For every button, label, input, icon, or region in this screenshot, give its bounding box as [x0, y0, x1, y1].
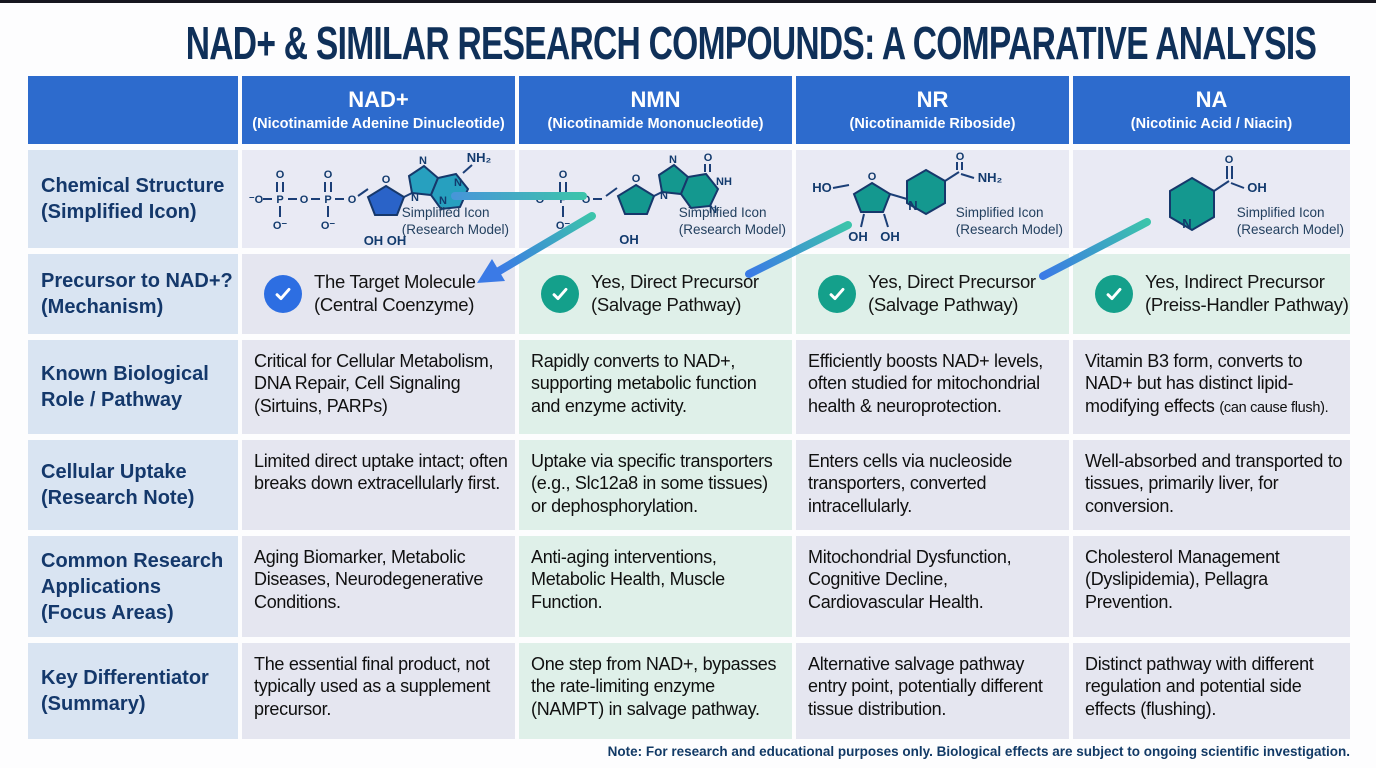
- header-corner-cell: [28, 76, 238, 144]
- column-abbr: NR: [916, 87, 949, 113]
- structure-caption: Simplified Icon (Research Model): [678, 204, 786, 238]
- atom-label: P: [559, 194, 566, 206]
- bio-cell-nr: Efficiently boosts NAD+ levels, often st…: [796, 340, 1069, 434]
- uptake-cell-na: Well-absorbed and transported to tissues…: [1073, 440, 1350, 530]
- apps-cell-nmn: Anti-aging interventions, Metabolic Heal…: [519, 536, 792, 637]
- precursor-cell-nr: Yes, Direct Precursor (Salvage Pathway): [796, 254, 1069, 334]
- atom-label: N: [454, 177, 462, 189]
- column-header-nad: NAD+ (Nicotinamide Adenine Dinucleotide): [242, 76, 515, 144]
- atom-label: OH: [619, 232, 639, 247]
- checkmark-icon: [541, 275, 579, 313]
- precursor-cell-nmn: Yes, Direct Precursor (Salvage Pathway): [519, 254, 792, 334]
- uptake-cell-nad: Limited direct uptake intact; often brea…: [242, 440, 515, 530]
- column-fullname: (Nicotinic Acid / Niacin): [1130, 115, 1293, 132]
- atom-label: O: [300, 194, 309, 206]
- bio-cell-na: Vitamin B3 form, converts to NAD+ but ha…: [1073, 340, 1350, 434]
- diff-cell-nad: The essential final product, not typical…: [242, 643, 515, 739]
- atom-label: NH₂: [467, 150, 492, 165]
- atom-label: O: [868, 171, 877, 183]
- precursor-cell-nad: The Target Molecule (Central Coenzyme): [242, 254, 515, 334]
- atom-label: O: [956, 151, 965, 163]
- row-label-precursor: Precursor to NAD+? (Mechanism): [28, 254, 238, 334]
- apps-cell-nad: Aging Biomarker, Metabolic Diseases, Neu…: [242, 536, 515, 637]
- diff-cell-na: Distinct pathway with different regulati…: [1073, 643, 1350, 739]
- column-header-nmn: NMN (Nicotinamide Mononucleotide): [519, 76, 792, 144]
- atom-label: OH OH: [364, 233, 407, 248]
- structure-cell-nmn: ⁻O P O O⁻ O O OH O NH N N N Simplified I…: [519, 150, 792, 248]
- footer-note: Note: For research and educational purpo…: [607, 744, 1350, 759]
- atom-label: O: [324, 169, 333, 181]
- atom-label: NH: [716, 176, 732, 188]
- atom-label: N: [709, 204, 717, 216]
- atom-label: O⁻: [273, 220, 288, 232]
- atom-label: OH: [848, 229, 868, 244]
- atom-label: O: [348, 194, 357, 206]
- diff-cell-nmn: One step from NAD+, bypasses the rate-li…: [519, 643, 792, 739]
- atom-label: N: [439, 195, 447, 207]
- atom-label: NH₂: [978, 170, 1003, 185]
- column-abbr: NAD+: [348, 87, 409, 113]
- column-abbr: NA: [1195, 87, 1228, 113]
- structure-caption: Simplified Icon (Research Model): [401, 204, 509, 238]
- bio-cell-nmn: Rapidly converts to NAD+, supporting met…: [519, 340, 792, 434]
- atom-label: HO: [812, 180, 832, 195]
- atom-label: O⁻: [556, 220, 571, 232]
- uptake-cell-nmn: Uptake via specific transporters (e.g., …: [519, 440, 792, 530]
- structure-cell-na: N O OH Simplified Icon (Research Model): [1073, 150, 1350, 248]
- structure-cell-nad: ⁻O P O O⁻ O P O O⁻ O O OH OH N N N N NH₂…: [242, 150, 515, 248]
- column-header-nr: NR (Nicotinamide Riboside): [796, 76, 1069, 144]
- structure-cell-nr: HO O OH OH N O NH₂ Simplified Icon (Rese…: [796, 150, 1069, 248]
- atom-label: N: [1182, 216, 1191, 231]
- atom-label: N: [419, 155, 427, 167]
- column-abbr: NMN: [630, 87, 681, 113]
- nr-molecule-icon: HO O OH OH N O NH₂: [812, 151, 1003, 244]
- na-molecule-icon: N O OH: [1169, 154, 1267, 232]
- atom-label: P: [276, 194, 283, 206]
- nmn-molecule-icon: ⁻O P O O⁻ O O OH O NH N N N: [530, 152, 732, 247]
- column-fullname: (Nicotinamide Mononucleotide): [547, 115, 764, 132]
- atom-label: OH: [1247, 180, 1267, 195]
- row-label-cellular-uptake: Cellular Uptake (Research Note): [28, 440, 238, 530]
- atom-label: N: [660, 190, 668, 202]
- atom-label: ⁻O: [249, 194, 264, 206]
- checkmark-icon: [264, 275, 302, 313]
- row-label-chemical-structure: Chemical Structure (Simplified Icon): [28, 150, 238, 248]
- atom-label: OH: [880, 229, 900, 244]
- atom-label: O: [632, 173, 641, 185]
- row-label-key-differentiator: Key Differentiator (Summary): [28, 643, 238, 739]
- atom-label: N: [669, 154, 677, 166]
- column-fullname: (Nicotinamide Riboside): [849, 115, 1016, 132]
- precursor-cell-na: Yes, Indirect Precursor (Preiss-Handler P…: [1073, 254, 1350, 334]
- atom-label: O: [559, 169, 568, 181]
- structure-caption: Simplified Icon (Research Model): [955, 204, 1063, 238]
- apps-cell-na: Cholesterol Management (Dyslipidemia), P…: [1073, 536, 1350, 637]
- atom-label: O: [382, 174, 391, 186]
- row-label-research-applications: Common Research Applications (Focus Area…: [28, 536, 238, 637]
- checkmark-icon: [818, 275, 856, 313]
- top-edge-bar: [0, 0, 1376, 3]
- page-title: NAD+ & SIMILAR RESEARCH COMPOUNDS: A COM…: [185, 17, 1317, 69]
- nad-molecule-icon: ⁻O P O O⁻ O P O O⁻ O O OH OH N N N N NH₂: [249, 150, 492, 248]
- row-label-biological-role: Known Biological Role / Pathway: [28, 340, 238, 434]
- atom-label: N: [908, 198, 917, 213]
- atom-label: O: [704, 152, 713, 164]
- diff-cell-nr: Alternative salvage pathway entry point,…: [796, 643, 1069, 739]
- uptake-cell-nr: Enters cells via nucleoside transporters…: [796, 440, 1069, 530]
- atom-label: O⁻: [321, 220, 336, 232]
- atom-label: O: [1225, 154, 1234, 166]
- apps-cell-nr: Mitochondrial Dysfunction, Cognitive Dec…: [796, 536, 1069, 637]
- column-fullname: (Nicotinamide Adenine Dinucleotide): [252, 115, 505, 132]
- comparison-table: NAD+ (Nicotinamide Adenine Dinucleotide)…: [28, 76, 1350, 739]
- structure-caption: Simplified Icon (Research Model): [1236, 204, 1344, 238]
- atom-label: O: [582, 194, 591, 206]
- atom-label: P: [324, 194, 331, 206]
- atom-label: ⁻O: [530, 194, 545, 206]
- checkmark-icon: [1095, 275, 1133, 313]
- atom-label: O: [276, 169, 285, 181]
- atom-label: N: [411, 192, 419, 204]
- column-header-na: NA (Nicotinic Acid / Niacin): [1073, 76, 1350, 144]
- bio-cell-nad: Critical for Cellular Metabolism, DNA Re…: [242, 340, 515, 434]
